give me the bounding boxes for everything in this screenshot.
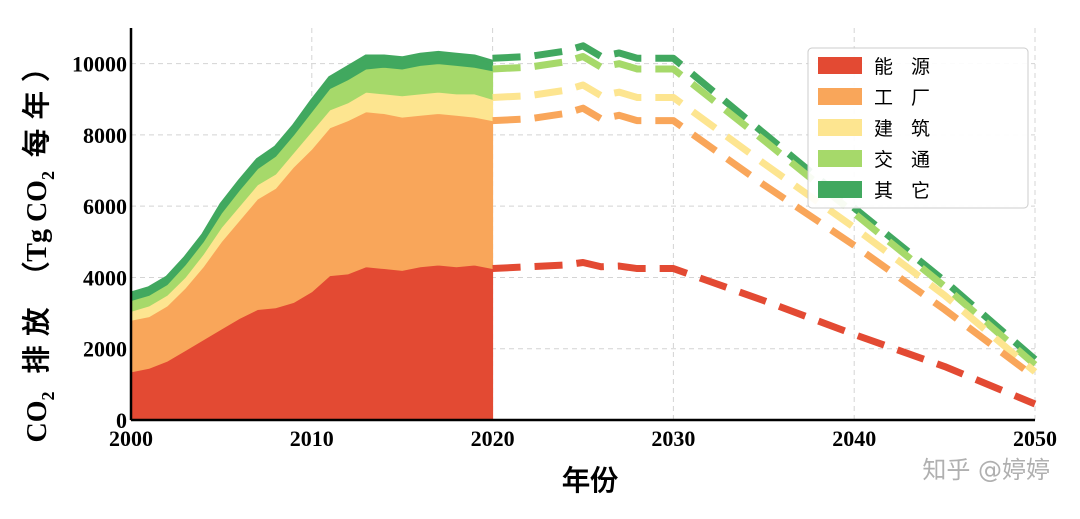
y-tick-labels: 0 2000 4000 6000 8000 10000 <box>72 52 127 433</box>
watermark: 知乎 @婷婷 <box>922 456 1050 484</box>
projection-lines <box>492 42 1038 408</box>
legend-swatch <box>818 88 862 105</box>
legend-swatch <box>818 150 862 167</box>
x-tick-label: 2030 <box>651 426 695 451</box>
x-tick-label: 2000 <box>109 426 153 451</box>
projection-line-series-3 <box>492 81 1038 375</box>
y-tick-label: 0 <box>116 408 127 433</box>
y-tick-label: 2000 <box>83 337 127 362</box>
y-tick-label: 4000 <box>83 265 127 290</box>
projection-line-series-4 <box>492 53 1038 368</box>
projection-line-series-1 <box>492 258 1037 408</box>
axes <box>129 28 1035 422</box>
legend: 能 源工 厂建 筑交 通其 它 <box>807 47 1029 209</box>
y-tick-label: 10000 <box>72 52 127 77</box>
y-title-part3: （Tg CO <box>20 180 53 290</box>
y-title-part2: 排 放 <box>20 307 53 374</box>
legend-swatch <box>818 119 862 136</box>
y-title-part1-sub: 2 <box>38 391 58 400</box>
legend-label: 能 源 <box>874 56 936 78</box>
x-axis-title: 年份 <box>562 464 618 497</box>
y-title-part3-sub: 2 <box>38 171 58 180</box>
x-tick-label: 2040 <box>832 426 876 451</box>
y-tick-label: 8000 <box>83 123 127 148</box>
legend-swatch <box>818 181 862 198</box>
area-top-outline <box>130 50 494 296</box>
legend-label: 其 它 <box>874 180 936 202</box>
legend-frame <box>807 47 1029 209</box>
historical-areas <box>130 50 494 421</box>
projection-line-series-5 <box>492 42 1038 363</box>
x-tick-labels: 2000 2010 2020 2030 2040 2050 <box>109 426 1057 451</box>
y-tick-label: 6000 <box>83 194 127 219</box>
y-title-part4: 每 年 ） <box>20 54 53 158</box>
y-axis-title: CO2排 放（Tg CO2每 年 ） <box>20 54 58 443</box>
legend-label: 交 通 <box>874 149 936 171</box>
projection-line-series-2 <box>492 104 1038 381</box>
legend-label: 建 筑 <box>874 118 936 140</box>
svg-text:CO2排 放（Tg CO2每 年 ）: CO2排 放（Tg CO2每 年 ） <box>20 54 58 443</box>
x-tick-label: 2050 <box>1013 426 1057 451</box>
x-tick-label: 2020 <box>471 426 515 451</box>
legend-label: 工 厂 <box>874 87 936 109</box>
legend-swatch <box>818 57 862 74</box>
x-tick-label: 2010 <box>290 426 334 451</box>
y-title-part1: CO <box>22 400 53 442</box>
